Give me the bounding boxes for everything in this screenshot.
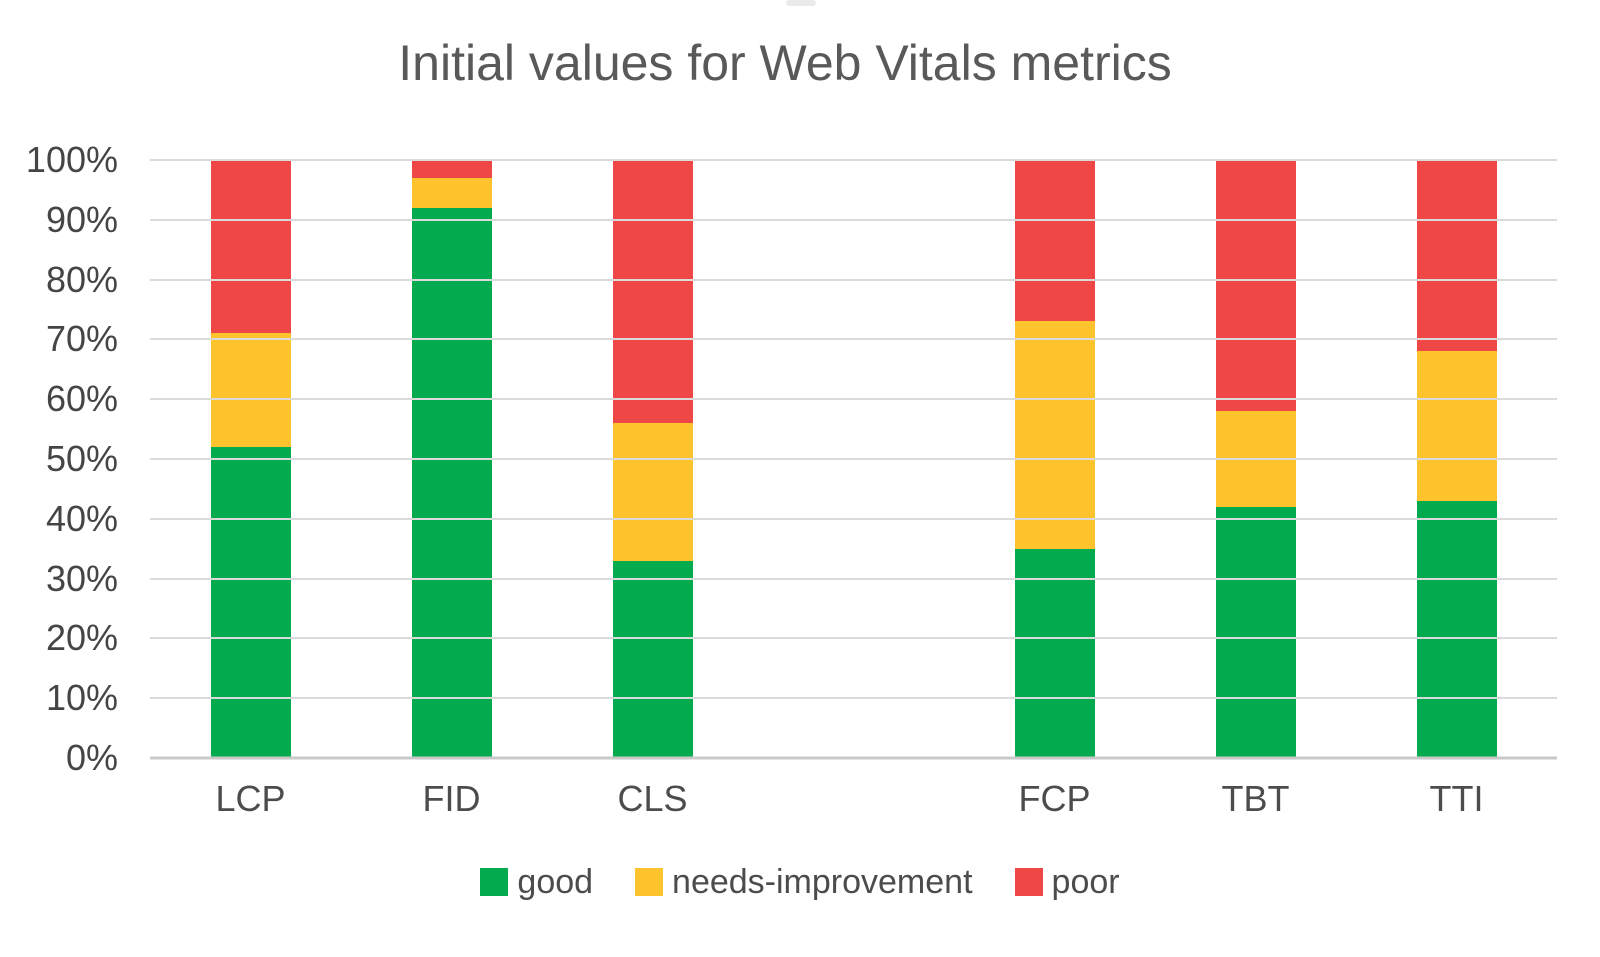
y-tick-label: 30%: [45, 557, 118, 599]
x-tick-label-cls: CLS: [617, 778, 688, 819]
gridline: [150, 398, 1557, 401]
bar-slot-cls: [552, 160, 753, 758]
segment-needs-improvement-cls: [612, 423, 693, 561]
legend-swatch-icon: [635, 868, 664, 896]
legend-swatch-icon: [480, 868, 509, 896]
legend-label: poor: [1051, 862, 1120, 901]
gridline: [150, 338, 1557, 341]
bar-slot-lcp: [150, 160, 351, 758]
legend-item-good: good: [480, 863, 593, 902]
bar-tbt: [1215, 160, 1296, 758]
legend-item-needs-improvement: needs-improvement: [635, 862, 973, 902]
legend-item-poor: poor: [1014, 862, 1120, 902]
gridline: [150, 159, 1557, 161]
bar-cls: [612, 160, 693, 758]
x-tick-label-fid: FID: [422, 778, 481, 819]
x-tick-label-empty: [753, 774, 954, 824]
bar-lcp: [210, 160, 291, 758]
segment-poor-cls: [612, 160, 693, 424]
legend-label: good: [517, 862, 594, 901]
bar-slots: [150, 160, 1557, 758]
y-axis: 100% 90% 80% 70% 60% 50% 40% 30% 20% 10% 0%: [0, 139, 118, 778]
gridline: [150, 697, 1557, 700]
segment-poor-tbt: [1215, 160, 1296, 412]
gridline: [150, 458, 1557, 460]
segment-good-tti: [1416, 500, 1497, 758]
bar-slot-tti: [1356, 160, 1557, 758]
segment-good-fcp: [1014, 548, 1095, 758]
segment-good-lcp: [210, 447, 291, 758]
legend-swatch-icon: [1014, 868, 1043, 896]
segment-poor-lcp: [210, 160, 291, 334]
gridline: [150, 218, 1557, 221]
segment-needs-improvement-tti: [1416, 351, 1497, 501]
segment-good-cls: [612, 560, 693, 758]
x-axis: LCP FID CLS FCP TBT TTI: [150, 774, 1557, 824]
top-edge-artifact: [786, 0, 816, 6]
y-tick-label: 40%: [45, 497, 118, 539]
chart-title: Initial values for Web Vitals metrics: [398, 35, 1172, 91]
segment-poor-tti: [1416, 160, 1497, 352]
segment-good-fid: [411, 207, 492, 758]
x-tick-label-tti: TTI: [1429, 778, 1484, 819]
segment-good-tbt: [1215, 506, 1296, 758]
bar-slot-fid: [351, 160, 552, 758]
x-tick-label-fcp: FCP: [1018, 778, 1091, 819]
y-tick-label: 50%: [45, 438, 118, 479]
y-tick-label: 60%: [45, 378, 118, 420]
segment-needs-improvement-lcp: [210, 333, 291, 448]
y-tick-label: 80%: [45, 258, 118, 300]
legend: good needs-improvement poor: [0, 856, 1600, 908]
gridline: [150, 577, 1557, 580]
y-tick-label: 10%: [45, 677, 118, 719]
gridline: [150, 278, 1557, 281]
y-tick-label: 90%: [45, 198, 118, 240]
y-tick-label: 70%: [45, 318, 118, 360]
segment-needs-improvement-fid: [411, 177, 492, 208]
segment-needs-improvement-fcp: [1014, 321, 1095, 549]
plot-area: [150, 159, 1557, 760]
bar-tti: [1416, 160, 1497, 758]
y-tick-label: 0%: [65, 737, 118, 778]
bar-fid: [411, 160, 492, 758]
y-tick-label: 100%: [25, 139, 118, 180]
gridline: [150, 517, 1557, 520]
segment-poor-fcp: [1014, 160, 1095, 322]
gridline: [150, 756, 1557, 760]
y-tick-label: 20%: [45, 617, 118, 659]
segment-poor-fid: [411, 160, 492, 178]
bar-slot-fcp: [954, 160, 1155, 758]
x-tick-label-lcp: LCP: [215, 778, 286, 819]
bar-slot-tbt: [1155, 160, 1356, 758]
legend-label: needs-improvement: [672, 862, 973, 901]
gridline: [150, 637, 1557, 640]
bar-fcp: [1014, 160, 1095, 758]
x-tick-label-tbt: TBT: [1221, 778, 1290, 819]
